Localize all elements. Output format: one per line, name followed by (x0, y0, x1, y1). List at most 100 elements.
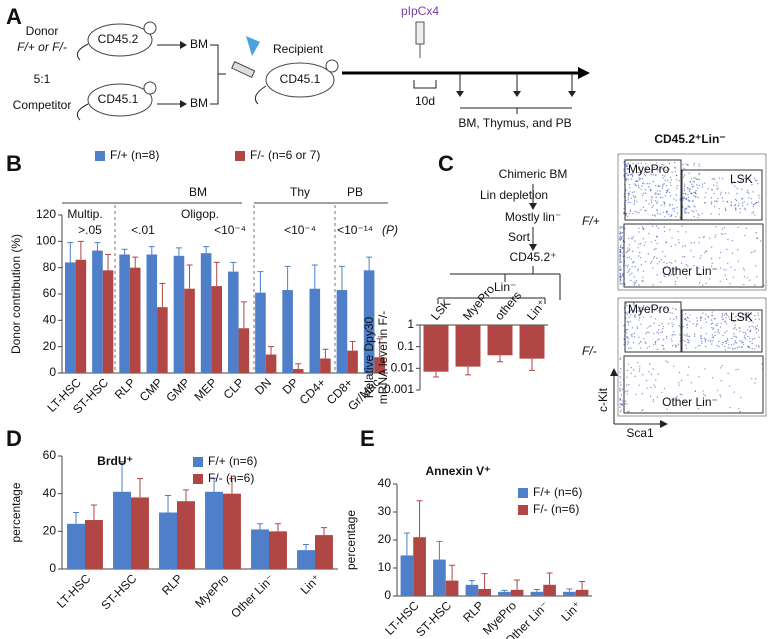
dot (761, 363, 763, 365)
dot (698, 267, 700, 270)
dot (648, 182, 651, 185)
bar (64, 262, 76, 373)
dot (751, 338, 754, 340)
dot (639, 177, 642, 180)
dot (688, 342, 690, 344)
dot (727, 238, 729, 241)
dot (728, 344, 730, 346)
dot (699, 344, 701, 346)
dot (667, 322, 670, 325)
error-bar (228, 478, 235, 494)
dot (625, 332, 628, 334)
dot (621, 274, 624, 277)
dot (729, 347, 731, 349)
dot (734, 204, 736, 207)
dot (686, 323, 689, 326)
dot (698, 282, 701, 284)
dot (656, 209, 658, 211)
y-tick-label: 20 (43, 524, 57, 538)
dot (675, 315, 678, 318)
bar (200, 253, 212, 373)
dot (749, 318, 752, 321)
dot (633, 203, 635, 205)
bar (227, 271, 239, 373)
dot (688, 172, 690, 174)
dot (620, 244, 622, 247)
dot (736, 192, 738, 195)
dot (637, 168, 640, 170)
dot (685, 277, 688, 279)
dot (682, 163, 684, 166)
dot (687, 339, 690, 342)
dot (671, 335, 673, 337)
dot (693, 264, 695, 267)
dot (640, 172, 642, 174)
x-tick-label: ST-HSC (98, 571, 139, 612)
dot (737, 312, 740, 314)
dot (715, 234, 717, 236)
p-value: <.01 (131, 223, 155, 237)
dot (669, 229, 671, 231)
dot (653, 166, 655, 169)
dot (621, 246, 623, 249)
dot (621, 236, 623, 238)
dot (703, 182, 706, 184)
dot (720, 322, 723, 324)
interval-label: 10d (415, 94, 435, 108)
y-axis-label: Relative Dpy30 (362, 316, 376, 398)
y-tick-label: 20 (378, 532, 392, 546)
x-tick-label: LT-HSC (54, 571, 94, 611)
dot (719, 280, 721, 283)
bar (563, 591, 576, 596)
dot (637, 361, 639, 364)
dot (664, 195, 666, 197)
dot (630, 178, 633, 180)
gate (681, 309, 763, 353)
dot (757, 182, 759, 185)
dot (687, 196, 690, 198)
dot (710, 339, 712, 342)
dot (648, 371, 650, 373)
dot (619, 268, 622, 271)
dot (698, 178, 701, 180)
dot (661, 331, 664, 333)
dot (685, 263, 688, 266)
dot (656, 201, 659, 203)
dot (701, 183, 704, 185)
dot (693, 205, 695, 207)
dot (625, 329, 628, 331)
dot (685, 193, 687, 196)
dot (633, 369, 635, 371)
dot (632, 212, 634, 215)
dot (673, 365, 675, 367)
dot (623, 208, 625, 210)
error-bar (338, 265, 345, 291)
dot (655, 247, 657, 250)
y-tick-label: 80 (43, 260, 57, 274)
dot (693, 164, 695, 166)
dot (619, 411, 622, 413)
dot (683, 174, 686, 176)
dot (660, 258, 662, 261)
dot (663, 183, 665, 185)
bm-label: BM (190, 96, 208, 110)
dot (740, 346, 743, 348)
dot (710, 246, 713, 248)
dot (716, 344, 718, 347)
y-axis-label: percentage (344, 510, 358, 570)
group-label: Thy (290, 185, 310, 199)
dot (739, 208, 741, 210)
dot (748, 192, 750, 194)
dot (754, 214, 756, 216)
dot (723, 314, 726, 316)
x-tick-label: RLP (159, 571, 185, 597)
dot (672, 318, 675, 320)
dot (735, 328, 737, 331)
dot (642, 192, 645, 195)
dot (638, 231, 640, 233)
dot (753, 337, 756, 340)
dot (639, 256, 642, 259)
dot (739, 316, 741, 319)
dot (760, 240, 762, 242)
dot (638, 319, 640, 321)
